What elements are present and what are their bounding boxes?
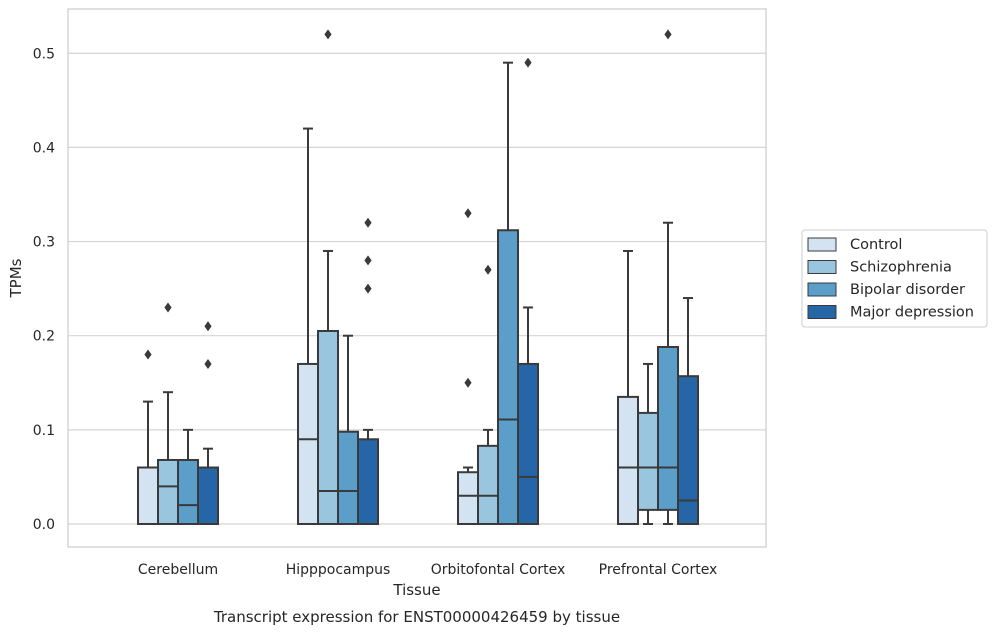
outlier-point: [324, 29, 332, 40]
box-body: [457, 471, 479, 525]
y-tick-label: 0.4: [33, 140, 55, 156]
outlier-point: [364, 255, 372, 266]
box-body: [177, 458, 199, 525]
x-tick-label: Hipppocampus: [286, 562, 391, 578]
box-body: [197, 466, 219, 526]
box-body: [677, 375, 699, 526]
y-tick-label: 0.5: [33, 46, 55, 62]
legend-frame: [801, 229, 988, 328]
box-2-2: [497, 61, 519, 525]
legend-swatch: [807, 305, 837, 319]
legend: Control Schizophrenia Bipolar disorder Majo…: [801, 229, 988, 328]
outlier-point: [204, 358, 212, 369]
box-body: [497, 229, 519, 525]
legend-label: Control: [850, 237, 902, 253]
box-2-1: [477, 264, 499, 525]
box-3-2: [657, 29, 679, 525]
legend-label: Bipolar disorder: [850, 282, 965, 298]
legend-swatch: [807, 260, 837, 274]
box-body: [477, 444, 499, 525]
y-tick-label: 0.0: [33, 517, 55, 533]
box-body: [657, 345, 679, 511]
x-tick-labels: Cerebellum Hipppocampus Orbitofontal Corte…: [138, 562, 717, 578]
outlier-point: [164, 302, 172, 313]
boxes: [137, 29, 699, 526]
box-2-0: [457, 208, 479, 525]
legend-swatch: [807, 237, 837, 252]
outlier-point: [524, 57, 532, 68]
outlier-point: [144, 349, 152, 360]
box-body: [617, 395, 639, 525]
box-1-0: [297, 127, 319, 525]
outlier-point: [364, 283, 372, 294]
box-3-1: [637, 362, 659, 525]
box-body: [317, 329, 339, 525]
outlier-point: [484, 264, 492, 275]
outlier-point: [464, 208, 472, 219]
outlier-point: [664, 29, 672, 40]
box-1-3: [357, 217, 379, 526]
box-body: [637, 411, 659, 511]
box-2-3: [517, 57, 539, 525]
box-3-3: [677, 297, 699, 526]
y-tick-label: 0.3: [33, 235, 55, 251]
box-0-2: [177, 428, 199, 525]
outlier-point: [204, 321, 212, 332]
x-tick-label: Cerebellum: [138, 562, 218, 578]
x-tick-label: Orbitofontal Cortex: [431, 562, 566, 578]
x-axis-label: Tissue: [392, 581, 440, 599]
outlier-point: [464, 377, 472, 388]
box-body: [297, 362, 319, 525]
box-1-1: [317, 29, 339, 525]
box-0-0: [137, 349, 159, 526]
plot-frame: [67, 8, 767, 548]
box-body: [517, 362, 539, 525]
box-3-0: [617, 249, 639, 525]
y-axis-label: TPMs: [7, 258, 25, 298]
box-body: [357, 438, 379, 526]
legend-label: Major depression: [850, 305, 974, 321]
legend-label: Schizophrenia: [850, 260, 952, 276]
y-tick-label: 0.2: [33, 329, 55, 345]
legend-swatch: [807, 282, 837, 297]
box-body: [157, 458, 179, 525]
x-tick-label: Prefrontal Cortex: [599, 562, 718, 578]
y-tick-labels: 0.0 0.1 0.2 0.3 0.4 0.5: [33, 46, 55, 533]
box-body: [337, 430, 359, 525]
box-0-3: [197, 321, 219, 526]
y-tick-label: 0.1: [33, 423, 55, 439]
box-body: [137, 466, 159, 526]
chart-caption: Transcript expression for ENST0000042645…: [213, 608, 620, 626]
outlier-point: [364, 217, 372, 228]
box-0-1: [157, 302, 179, 525]
